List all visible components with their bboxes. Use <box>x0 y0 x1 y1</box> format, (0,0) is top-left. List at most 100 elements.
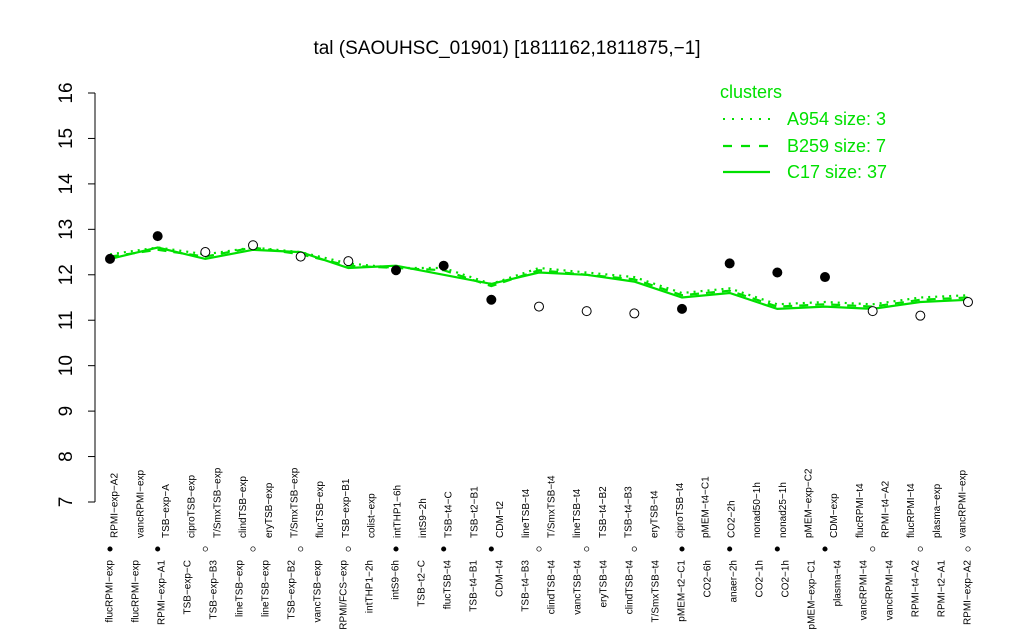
x-label-top-linetsb-t4: lineTSB−t4 <box>521 488 532 538</box>
point-7 <box>391 265 401 276</box>
x-label-bottom-clindtsb-t4: clindTSB−t4 <box>625 560 636 615</box>
x-label-top-tsb-t4-b3: TSB−t4−B3 <box>624 486 635 538</box>
x-label-top-nonad25-1h: nonad25−1h <box>778 482 789 538</box>
rug-dot <box>965 546 971 552</box>
point-2 <box>152 231 163 242</box>
point-19 <box>963 297 973 308</box>
y-tick-label: 16 <box>56 82 77 103</box>
x-label-top-t-smxtsb-t4: T/SmxTSB−t4 <box>546 475 557 538</box>
x-label-bottom-rpmi-fcs-exp: RPMI/FCS−exp <box>339 560 350 630</box>
x-label-top-vancrpmi-exp: vancRPMI−exp <box>958 469 969 538</box>
x-label-top-pmem-t4-c1: pMEM−t4−C1 <box>701 476 712 538</box>
y-tick-label: 8 <box>56 451 77 462</box>
legend-title: clusters <box>720 82 782 102</box>
x-label-bottom-rpmi-exp-a2: RPMI−exp−A2 <box>963 560 974 625</box>
x-label-bottom-co2-1h: CO2−1h <box>781 560 792 598</box>
x-label-bottom-erytsb-t4: eryTSB−t4 <box>599 560 610 608</box>
x-label-top-cdm-exp: CDM−exp <box>829 493 840 538</box>
x-label-bottom-ints9-6h: intS9−6h <box>391 560 402 600</box>
point-16 <box>820 272 830 283</box>
y-tick-label: 7 <box>56 497 77 508</box>
point-17 <box>867 306 878 317</box>
x-label-top-linetsb-t4: lineTSB−t4 <box>572 488 583 538</box>
legend: clusters A954 size: 3 B259 size: 7 C17 s… <box>720 82 887 182</box>
rug-dot <box>774 546 780 552</box>
rug-dot <box>870 546 876 552</box>
x-label-top-rpmi-exp-a2: RPMI−exp−A2 <box>110 473 121 538</box>
x-label-bottom-linetsb-exp: lineTSB−exp <box>235 560 246 617</box>
point-3 <box>200 247 211 258</box>
rug-dot <box>298 546 304 552</box>
x-label-bottom-vancrpmi-t4: vancRPMI−t4 <box>885 560 896 621</box>
x-label-bottom-vancrpmi-t4: vancRPMI−t4 <box>859 560 870 621</box>
rug-dot <box>155 546 161 552</box>
x-label-top-ints9-2h: intS9−2h <box>418 498 429 538</box>
x-label-top-intthp1-6h: intTHP1−6h <box>392 485 403 538</box>
x-label-bottom-cdm-t4: CDM−t4 <box>495 560 506 597</box>
x-label-top-tsb-t4-c: TSB−t4−C <box>444 491 455 538</box>
legend-label-c17: C17 size: 37 <box>787 162 887 182</box>
x-label-top-fluctsb-exp: flucTSB−exp <box>315 481 326 538</box>
x-label-top-ciprotsb-t4: ciproTSB−t4 <box>675 482 686 538</box>
y-tick-label: 11 <box>56 310 77 330</box>
x-label-top-tsb-t4-b2: TSB−t4−B2 <box>598 486 609 538</box>
x-label-top-tsb-exp-b1: TSB−exp−B1 <box>341 478 352 538</box>
point-11 <box>581 306 592 317</box>
x-label-top-cdm-t2: CDM−t2 <box>495 501 506 538</box>
y-tick-label: 13 <box>56 219 77 240</box>
rug-dot <box>345 546 351 552</box>
point-6 <box>343 256 354 267</box>
rug-dot <box>488 546 494 552</box>
rug-dots <box>107 546 971 552</box>
rug-dot <box>107 546 113 552</box>
x-label-bottom-clindtsb-t4: clindTSB−t4 <box>547 560 558 615</box>
point-18 <box>915 310 926 321</box>
point-1 <box>105 253 115 264</box>
rug-dot <box>584 546 590 552</box>
x-label-top-pmem-exp-c2: pMEM−exp−C2 <box>803 468 814 538</box>
x-label-top-vancrpmi-exp: vancRPMI−exp <box>135 469 146 538</box>
point-12 <box>629 308 640 319</box>
x-label-bottom-rpmi-t2-a1: RPMI−t2−A1 <box>937 560 948 618</box>
point-10 <box>534 301 544 312</box>
x-label-top-rpmi-t4-a2: RPMI−t4−A2 <box>881 480 892 538</box>
rug-dot <box>393 546 399 552</box>
rug-dot <box>679 546 685 552</box>
point-5 <box>295 251 306 262</box>
point-14 <box>724 258 735 269</box>
x-label-top-t-smxtsb-exp: T/SmxTSB−exp <box>212 467 223 538</box>
x-label-top-tsb-exp-a: TSB−exp−A <box>161 484 172 538</box>
x-label-bottom-tsb-exp-b3: TSB−exp−B3 <box>209 560 220 620</box>
x-tick-labels-bottom: flucRPMI−exp flucRPMI−exp RPMI−exp−A1 TSB−e… <box>105 560 974 630</box>
x-label-bottom-pmem-exp-c1: pMEM−exp−C1 <box>807 560 818 630</box>
point-15 <box>772 267 783 278</box>
x-label-top-flucrpmi-t4: flucRPMI−t4 <box>906 483 917 538</box>
x-label-bottom-pmem-t2-c1: pMEM−t2−C1 <box>677 560 688 622</box>
y-tick-label: 14 <box>56 173 77 195</box>
x-label-bottom-linetsb-exp: lineTSB−exp <box>261 560 272 617</box>
line-c17 <box>109 246 969 311</box>
x-label-bottom-flucrpmi-exp: flucRPMI−exp <box>131 560 142 623</box>
x-label-bottom-tsb-t4-b3: TSB−t4−B3 <box>521 560 532 612</box>
x-label-bottom-co2-1h: CO2−1h <box>755 560 766 598</box>
x-label-bottom-intthp1-2h: intTHP1−2h <box>365 560 376 613</box>
x-tick-labels-top: RPMI−exp−A2 vancRPMI−exp TSB−exp−A ciproTSB… <box>110 467 969 538</box>
legend-label-a954: A954 size: 3 <box>787 109 886 129</box>
x-label-bottom-t-smxtsb-t4: T/SmxTSB−t4 <box>651 560 662 623</box>
rug-dot <box>202 546 208 552</box>
point-13 <box>677 303 687 314</box>
data-points <box>105 231 973 321</box>
y-tick-label: 10 <box>56 355 77 376</box>
line-a954 <box>109 246 969 306</box>
rug-dot <box>631 546 637 552</box>
x-label-top-tsb-t2-b1: TSB−t2−B1 <box>469 486 480 538</box>
rug-dot <box>250 546 256 552</box>
x-label-bottom-vanctsb-exp: vancTSB−exp <box>313 560 324 623</box>
x-label-bottom-co2-6h: CO2−6h <box>703 560 714 598</box>
rug-dot <box>441 546 447 552</box>
x-label-top-ciprotsb-exp: ciproTSB−exp <box>187 474 198 538</box>
x-label-bottom-tsb-t2-c: TSB−t2−C <box>417 560 428 607</box>
rug-dot <box>727 546 733 552</box>
point-8 <box>438 260 449 271</box>
